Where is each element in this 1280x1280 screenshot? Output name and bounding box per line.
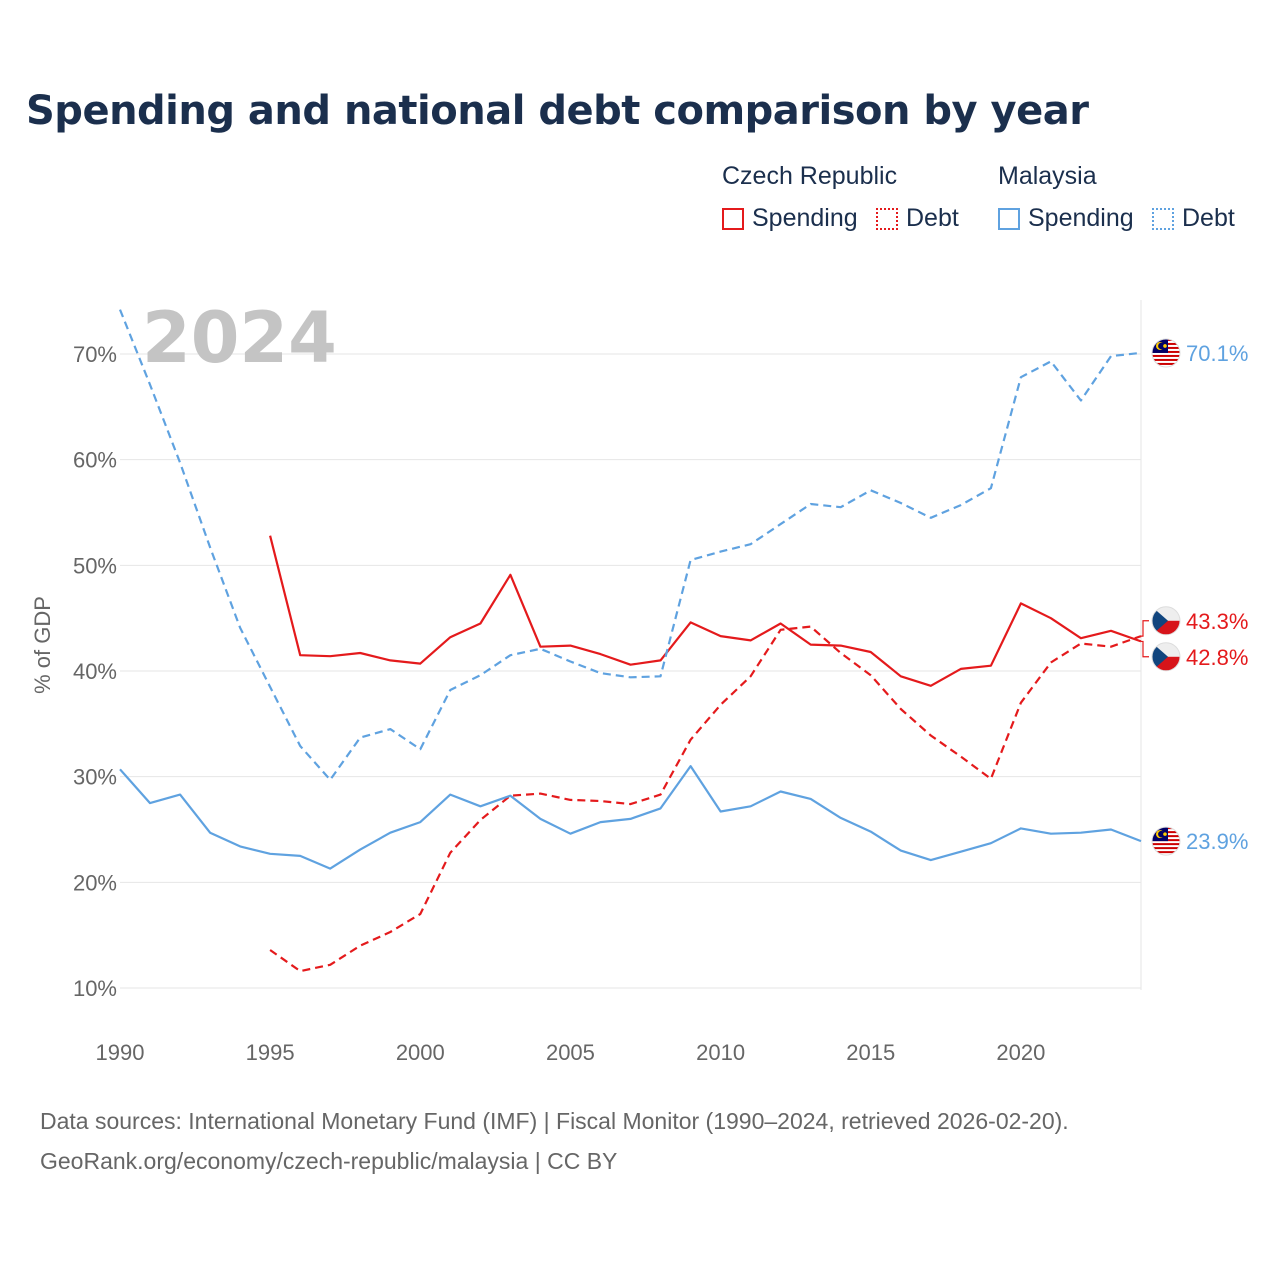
end-label-connector xyxy=(1141,640,1149,658)
chart-title: Spending and national debt comparison by… xyxy=(26,88,1089,134)
series-line-0 xyxy=(269,535,1142,687)
flag-stripe xyxy=(1152,362,1180,365)
legend-label: Debt xyxy=(906,204,959,232)
flag-triangle xyxy=(1152,606,1168,635)
label-connectors xyxy=(1141,620,1149,658)
flag-body xyxy=(1152,338,1180,367)
y-axis-title: % of GDP xyxy=(30,596,55,694)
legend-label: Debt xyxy=(1182,204,1235,232)
legend-malaysia-debt[interactable]: Debt xyxy=(1152,204,1235,233)
end-value-label: 23.9% xyxy=(1186,829,1248,854)
legend-czech-debt[interactable]: Debt xyxy=(876,204,959,233)
series-line-2 xyxy=(119,764,1142,870)
end-value-label: 70.1% xyxy=(1186,341,1248,366)
legend-czech-title: Czech Republic xyxy=(722,162,898,190)
flag-body xyxy=(1152,606,1180,635)
y-tick-label: 50% xyxy=(73,553,117,578)
y-tick-label: 30% xyxy=(73,765,117,790)
end-value-label: 43.3% xyxy=(1186,609,1248,634)
flag-star xyxy=(1163,832,1167,836)
flag-crescent-cut xyxy=(1158,342,1165,350)
flag-stripe xyxy=(1152,358,1180,361)
footer-sources: Data sources: International Monetary Fun… xyxy=(40,1108,1069,1134)
flag-star xyxy=(1163,344,1167,348)
malaysia-flag-icon xyxy=(1151,338,1181,368)
y-tick-label: 70% xyxy=(73,342,117,367)
axis-labels: 10% 20% 30% 40% 50% 60% 70% 1990 1995 2000 2005 201… xyxy=(73,342,1045,1065)
dotted-line-swatch-icon xyxy=(1152,207,1174,230)
legend-malaysia-spending[interactable]: Spending xyxy=(998,204,1134,233)
end-labels: 42.8% 43.3% 23.9% 70.1% xyxy=(1186,341,1248,854)
x-tick-label: 2015 xyxy=(846,1040,895,1065)
flag-stripe xyxy=(1152,843,1180,846)
x-tick-label: 2000 xyxy=(396,1040,445,1065)
flag-crescent-cut xyxy=(1158,830,1165,838)
series-line-3 xyxy=(118,309,1142,781)
y-tick-label: 60% xyxy=(73,448,117,473)
flag-stripe xyxy=(1152,851,1180,854)
end-label-connector xyxy=(1141,620,1149,637)
flag-border xyxy=(1151,826,1181,856)
solid-line-swatch-icon xyxy=(722,207,744,230)
czech-flag-icon xyxy=(1151,606,1181,636)
grid-lines xyxy=(120,300,1142,990)
x-tick-label: 1995 xyxy=(246,1040,295,1065)
flag-triangle xyxy=(1152,642,1168,671)
czech-flag-icon xyxy=(1151,642,1181,672)
legend-label: Spending xyxy=(1028,204,1134,232)
flags xyxy=(1151,338,1181,856)
end-value-label: 42.8% xyxy=(1186,645,1248,670)
series-lines xyxy=(118,309,1142,973)
legend-czech-spending[interactable]: Spending xyxy=(722,204,858,233)
x-tick-label: 2005 xyxy=(546,1040,595,1065)
malaysia-flag-icon xyxy=(1151,826,1181,856)
flag-stripe xyxy=(1152,847,1180,850)
y-tick-label: 10% xyxy=(73,976,117,1001)
legend-label: Spending xyxy=(752,204,858,232)
legend-malaysia-title: Malaysia xyxy=(998,162,1097,190)
dotted-line-swatch-icon xyxy=(876,207,898,230)
flag-border xyxy=(1151,642,1181,672)
x-tick-label: 2010 xyxy=(696,1040,745,1065)
footer-attribution: GeoRank.org/economy/czech-republic/malay… xyxy=(40,1148,618,1174)
x-tick-label: 2020 xyxy=(996,1040,1045,1065)
flag-stripe xyxy=(1152,354,1180,357)
series-line-1 xyxy=(269,625,1142,973)
flag-border xyxy=(1151,606,1181,636)
year-watermark: 2024 xyxy=(142,297,337,379)
flag-border xyxy=(1151,338,1181,368)
y-tick-label: 20% xyxy=(73,870,117,895)
flag-body xyxy=(1152,642,1180,671)
y-tick-label: 40% xyxy=(73,659,117,684)
solid-line-swatch-icon xyxy=(998,207,1020,230)
x-tick-label: 1990 xyxy=(96,1040,145,1065)
